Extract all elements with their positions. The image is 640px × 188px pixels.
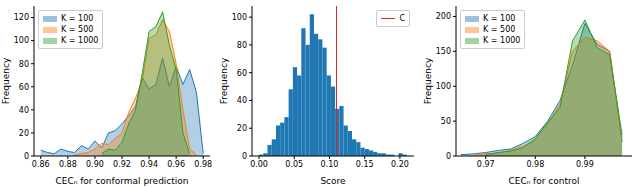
svg-text:80: 80 bbox=[237, 41, 247, 50]
svg-text:0.99: 0.99 bbox=[576, 160, 594, 169]
svg-text:0.90: 0.90 bbox=[86, 160, 104, 169]
svg-text:80: 80 bbox=[19, 60, 29, 69]
svg-text:CECₙ for conformal prediction: CECₙ for conformal prediction bbox=[55, 176, 188, 186]
html-text:K = 100: K = 100 bbox=[483, 14, 516, 23]
svg-text:Frequency: Frequency bbox=[8, 57, 11, 104]
svg-text:0.05: 0.05 bbox=[285, 160, 303, 169]
svg-text:20: 20 bbox=[237, 124, 247, 133]
svg-text:0.20: 0.20 bbox=[391, 160, 409, 169]
svg-text:60: 60 bbox=[237, 69, 247, 78]
svg-text:0.96: 0.96 bbox=[167, 160, 185, 169]
svg-text:120: 120 bbox=[14, 13, 29, 22]
svg-text:0.98: 0.98 bbox=[194, 160, 212, 169]
svg-text:60: 60 bbox=[19, 83, 29, 92]
svg-text:40: 40 bbox=[19, 106, 29, 115]
svg-text:50: 50 bbox=[441, 117, 451, 126]
svg-text:Score: Score bbox=[320, 176, 346, 186]
html-text:K = 500: K = 500 bbox=[61, 25, 94, 34]
svg-text:0: 0 bbox=[24, 152, 29, 161]
svg-text:0.92: 0.92 bbox=[113, 160, 131, 169]
svg-text:0.97: 0.97 bbox=[477, 160, 495, 169]
svg-text:Frequency: Frequency bbox=[219, 57, 229, 104]
svg-text:100: 100 bbox=[14, 36, 29, 45]
svg-text:0.86: 0.86 bbox=[32, 160, 50, 169]
svg-text:0: 0 bbox=[242, 152, 247, 161]
html-text:K = 500: K = 500 bbox=[483, 25, 516, 34]
svg-text:100: 100 bbox=[232, 13, 247, 22]
html-text:K = 1000: K = 1000 bbox=[61, 36, 99, 45]
svg-text:40: 40 bbox=[237, 96, 247, 105]
svg-text:0: 0 bbox=[446, 152, 451, 161]
html-text:K = 100: K = 100 bbox=[61, 14, 94, 23]
svg-text:200: 200 bbox=[436, 12, 451, 21]
svg-text:0.98: 0.98 bbox=[526, 160, 544, 169]
svg-text:100: 100 bbox=[436, 82, 451, 91]
svg-text:0.00: 0.00 bbox=[250, 160, 268, 169]
svg-text:0.94: 0.94 bbox=[140, 160, 158, 169]
html-text:C: C bbox=[399, 14, 405, 23]
svg-text:CECₙ for control: CECₙ for control bbox=[508, 176, 579, 186]
svg-text:0.88: 0.88 bbox=[59, 160, 77, 169]
svg-text:0.10: 0.10 bbox=[321, 160, 339, 169]
svg-text:0.15: 0.15 bbox=[356, 160, 374, 169]
svg-text:20: 20 bbox=[19, 129, 29, 138]
svg-text:150: 150 bbox=[436, 47, 451, 56]
html-text:K = 1000: K = 1000 bbox=[483, 36, 521, 45]
svg-text:Frequency: Frequency bbox=[423, 57, 433, 104]
